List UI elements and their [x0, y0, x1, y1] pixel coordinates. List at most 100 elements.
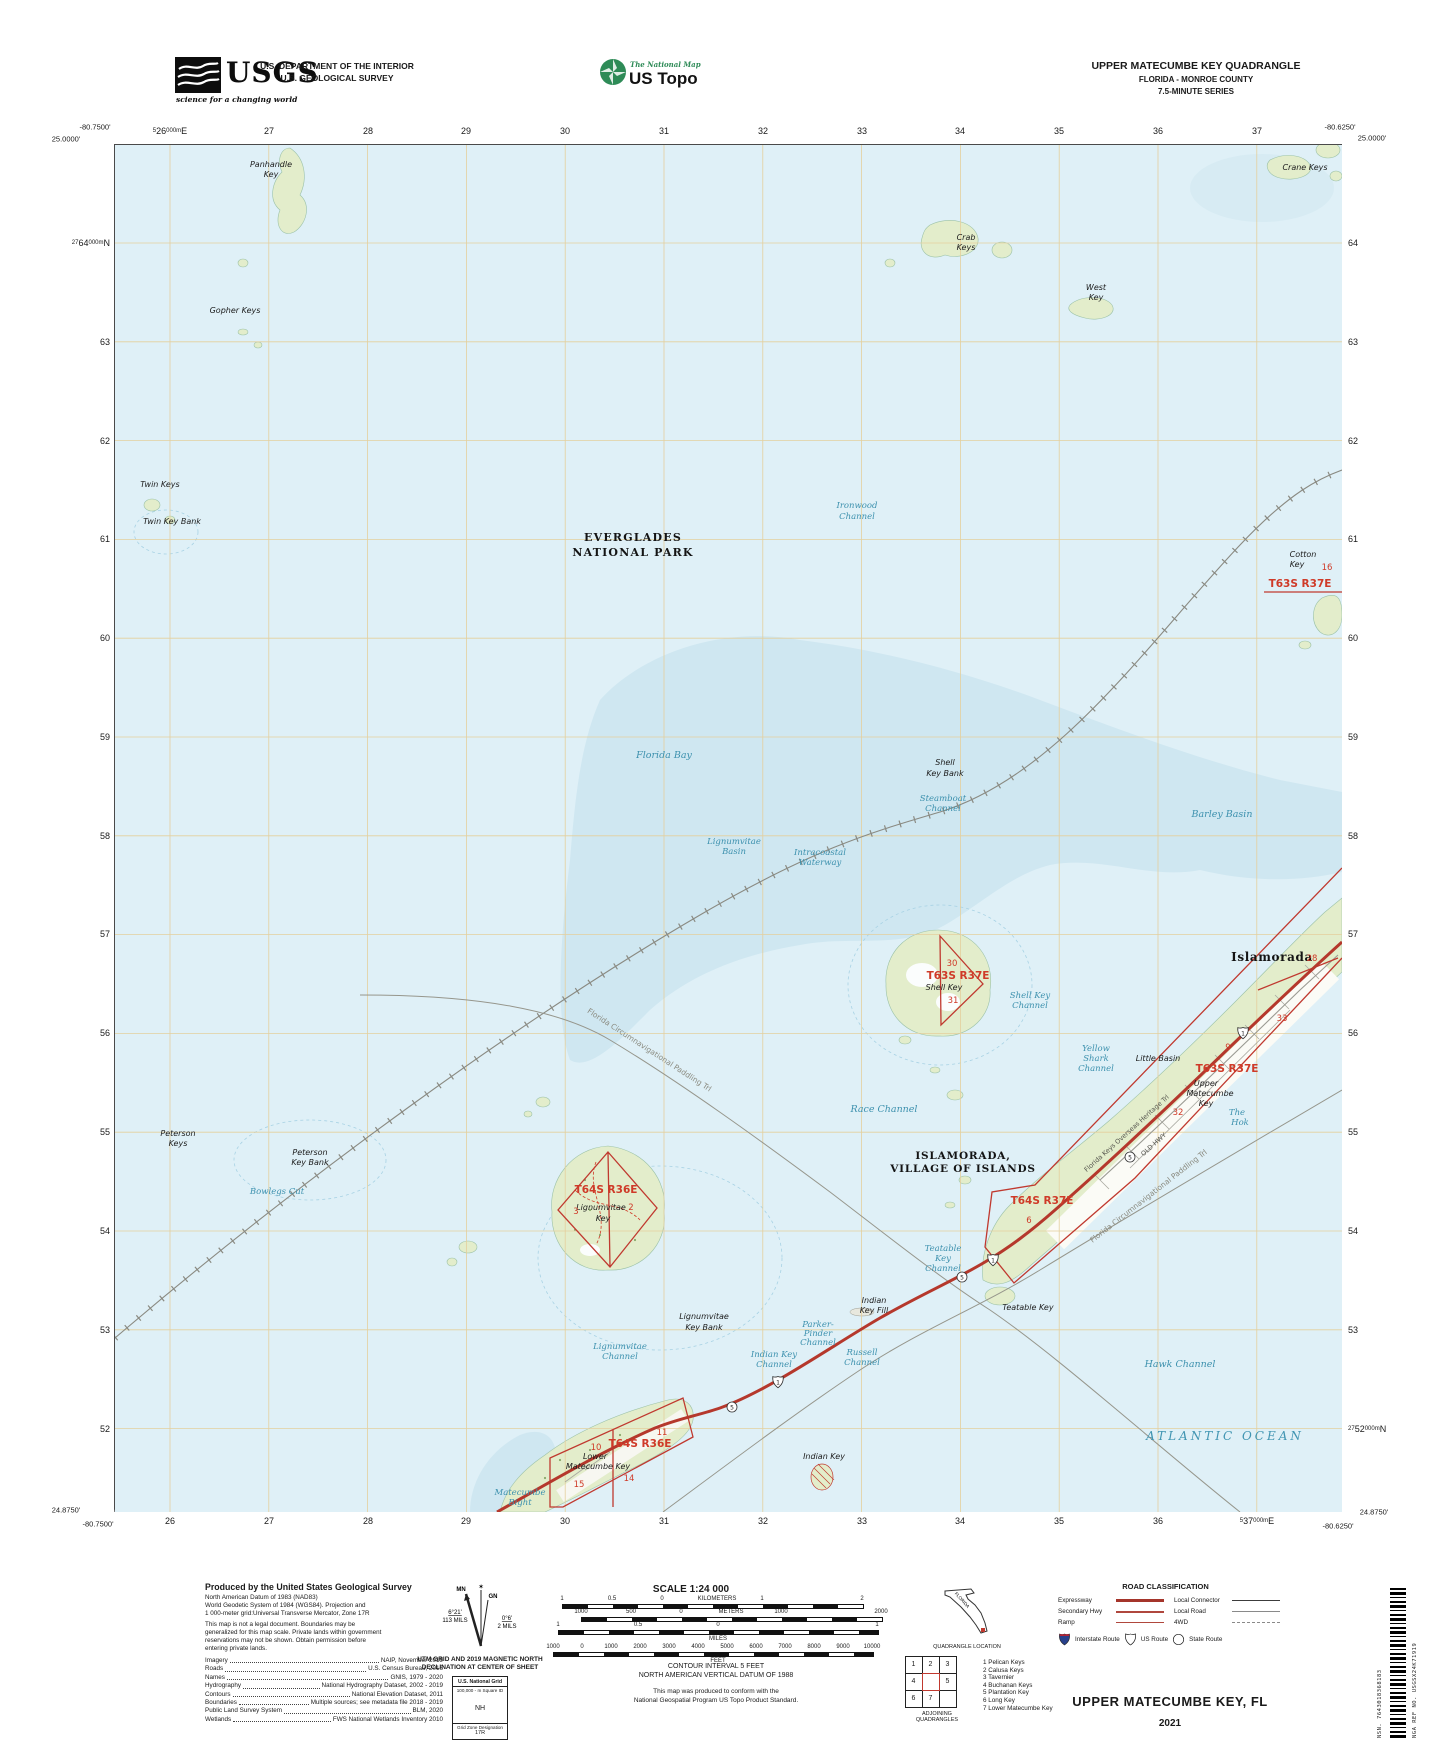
- adjoining-name: 1 Pelican Keys: [983, 1659, 1025, 1666]
- state-route-shield: 5: [1124, 1151, 1136, 1163]
- map-label: Key: [934, 1254, 951, 1264]
- dept-line2: U.S. GEOLOGICAL SURVEY: [280, 73, 394, 83]
- island-gopher-keys-b: [253, 341, 263, 349]
- island-small-f: [446, 1257, 458, 1267]
- map-label: 32: [1173, 1108, 1184, 1118]
- map-label: NATIONAL PARK: [572, 546, 693, 559]
- map-label: Key: [1089, 293, 1104, 302]
- svg-text:0°6': 0°6': [502, 1616, 512, 1622]
- map-label: Steamboat: [920, 794, 967, 804]
- corner-coordinate: -80.6250': [1324, 122, 1356, 132]
- map-label: 9: [1225, 1043, 1230, 1053]
- grid-tick-label: 64: [1348, 238, 1359, 248]
- intracoastal-waterway-line: [115, 466, 1342, 1341]
- map-label: 16: [1322, 563, 1333, 573]
- legend-state-route: State Route: [1189, 1636, 1223, 1643]
- grid-tick-label: 62: [1348, 436, 1359, 446]
- grid-tick-label: 59: [99, 732, 110, 742]
- scale-bar: [558, 1630, 879, 1635]
- grid-tick-label: 27: [263, 126, 275, 136]
- legend-secondary-hwy: Secondary Hwy: [1058, 1608, 1103, 1615]
- boundary-islamorada-village: [984, 867, 1342, 1284]
- svg-text:5: 5: [730, 1405, 734, 1412]
- usgs-logo-icon: [175, 57, 221, 93]
- svg-text:113 MILS: 113 MILS: [442, 1618, 467, 1624]
- data-source-row: Hydrography National Hydrography Dataset,…: [205, 1682, 443, 1690]
- map-label: Key: [1199, 1099, 1214, 1108]
- boundary-township-cross: [1257, 957, 1339, 991]
- grid-tick-label: 62: [99, 436, 110, 446]
- quadrangle-subtitle1: FLORIDA - MONROE COUNTY: [1138, 75, 1254, 84]
- map-label: Peterson: [160, 1129, 195, 1138]
- svg-text:GN: GN: [489, 1594, 498, 1600]
- state-route-icon: [1173, 1633, 1185, 1646]
- map-label: Bight: [507, 1498, 532, 1508]
- nsn-number: NSN. 7643018368183: [1377, 1669, 1383, 1738]
- map-label: Channel: [1012, 1001, 1048, 1011]
- grid-tick-label: 28: [362, 1516, 374, 1526]
- map-label: Shark: [1083, 1054, 1109, 1064]
- island-small-c: [535, 1096, 551, 1108]
- grid-tick-label: 63: [99, 337, 110, 347]
- legend-local-connector: Local Connector: [1174, 1597, 1220, 1604]
- map-label: T63S R37E: [927, 970, 990, 982]
- map-label: Ironwood: [836, 501, 879, 511]
- route-shields: 1 1 1 5 5 5: [726, 1027, 1249, 1413]
- map-label: 6: [1026, 1216, 1031, 1226]
- adjoining-cell: [921, 1672, 940, 1691]
- map-label: Bowlegs Cut: [249, 1187, 305, 1197]
- map-label: 3: [573, 1207, 578, 1217]
- island-panhandle-key: [272, 147, 307, 234]
- svg-text:2 MILS: 2 MILS: [497, 1624, 516, 1630]
- boundary-lower-matecumbe: [549, 1397, 694, 1508]
- map-label: Florida Bay: [635, 750, 692, 761]
- urban-strip-upper-matecumbe: [1045, 960, 1340, 1250]
- dept-line1: U.S. DEPARTMENT OF THE INTERIOR: [260, 61, 414, 71]
- quadrangle-location-caption: QUADRANGLE LOCATION: [933, 1644, 1001, 1650]
- map-label: Shell Key: [1010, 991, 1051, 1001]
- svg-text:1: 1: [991, 1258, 995, 1265]
- grid-tick-label: 32: [757, 126, 769, 136]
- island-west-key: [1068, 297, 1114, 320]
- grid-tick-label: 2764000mN: [71, 238, 110, 248]
- map-label: Lignumvitae: [592, 1342, 647, 1352]
- grid-tick-label: 33: [856, 126, 868, 136]
- map-label: Indian: [862, 1296, 887, 1305]
- svg-text:6°21': 6°21': [448, 1610, 462, 1616]
- deep-water-florida-bay: [560, 636, 1342, 1063]
- grid-tick-label: 35: [1053, 1516, 1065, 1526]
- island-crab-keys: [920, 220, 979, 258]
- map-label: Islamorada: [1231, 950, 1313, 964]
- island-small-d: [523, 1110, 533, 1118]
- grid-tick-label: 57: [99, 929, 110, 939]
- island-twin-keys: [143, 498, 161, 512]
- adjoining-name: 7 Lower Matecumbe Key: [983, 1704, 1053, 1712]
- adjoining-cell: 7: [921, 1689, 940, 1708]
- corner-coordinate: 24.8750': [51, 1505, 81, 1515]
- fine-print-line: North American Datum of 1983 (NAD83): [205, 1594, 318, 1601]
- grid-tick-label: 35: [1053, 126, 1065, 136]
- map-label: Cotton: [1290, 550, 1317, 559]
- trail-lignumvitae-red-dashed: [574, 1161, 641, 1246]
- legend-local-road: Local Road: [1174, 1608, 1206, 1615]
- adjoining-list: 1 Pelican Keys 2 Calusa Keys 3 Tavernier 4 …: [983, 1659, 1053, 1712]
- map-label: ISLAMORADA,: [915, 1150, 1010, 1162]
- data-source-row: Imagery NAIP, November 2019: [205, 1657, 443, 1664]
- map-label: Panhandle: [250, 160, 292, 169]
- island-small-b: [884, 258, 896, 268]
- grid-tick-label: 36: [1152, 1516, 1164, 1526]
- grid-tick-label: 56: [1348, 1028, 1359, 1038]
- map-label: 2: [628, 1203, 633, 1213]
- usng-square-label: 100,000 - m Square ID: [456, 1688, 504, 1693]
- island-crane-keys-b: [1315, 145, 1341, 159]
- utm-grid: [115, 145, 1342, 1512]
- grid-tick-label: 63: [1348, 337, 1359, 347]
- grid-tick-label: 537000mE: [1239, 1516, 1275, 1526]
- map-label: VILLAGE OF ISLANDS: [889, 1163, 1036, 1175]
- island-shell-key-marsh: [906, 963, 938, 987]
- map-label: Hok: [1230, 1118, 1249, 1128]
- indian-key-hatch: [810, 1463, 835, 1491]
- map-label: Peterson: [292, 1148, 327, 1157]
- map-label: Upper: [1194, 1079, 1219, 1088]
